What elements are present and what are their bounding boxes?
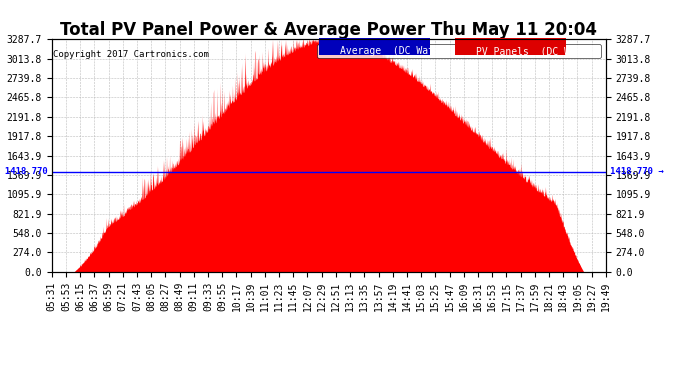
- Text: ← 1418.770: ← 1418.770: [0, 167, 48, 176]
- Text: 1418.770 →: 1418.770 →: [610, 167, 664, 176]
- Title: Total PV Panel Power & Average Power Thu May 11 20:04: Total PV Panel Power & Average Power Thu…: [60, 21, 598, 39]
- Legend: Average  (DC Watts), PV Panels  (DC Watts): Average (DC Watts), PV Panels (DC Watts): [317, 44, 601, 58]
- Text: Copyright 2017 Cartronics.com: Copyright 2017 Cartronics.com: [53, 50, 209, 59]
